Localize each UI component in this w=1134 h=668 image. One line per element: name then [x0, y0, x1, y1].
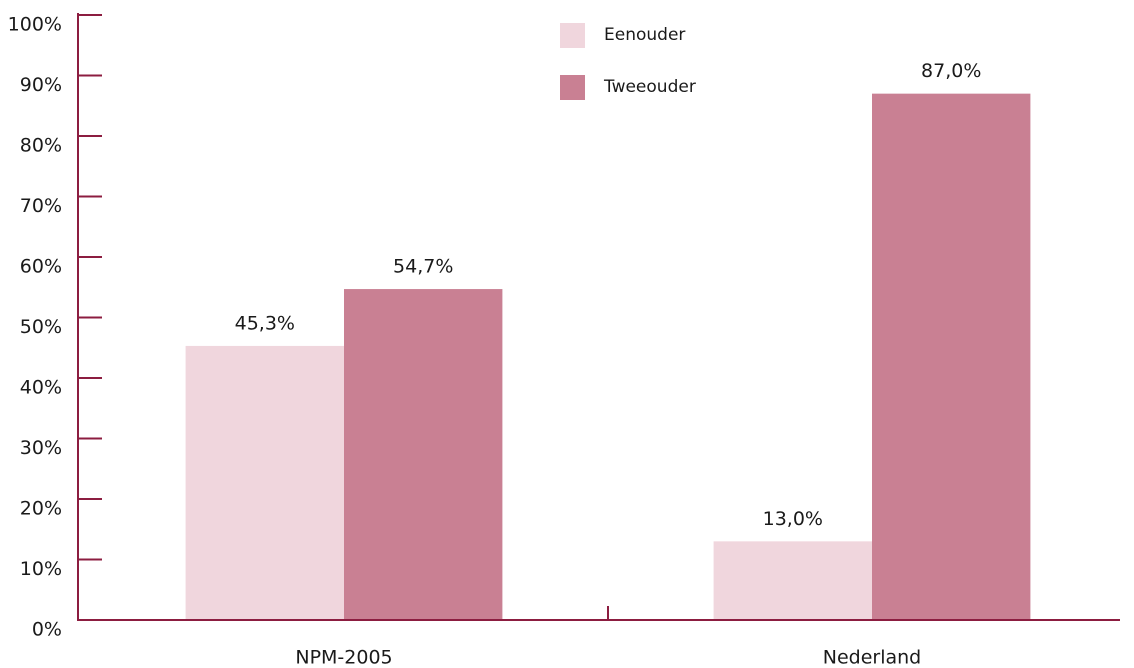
x-tick-label: Nederland — [823, 647, 922, 668]
y-tick-label: 10% — [20, 558, 62, 580]
bar — [185, 345, 344, 620]
y-tick-label: 90% — [20, 74, 62, 96]
value-label: 45,3% — [235, 312, 295, 334]
legend-label: Tweeouder — [603, 77, 696, 97]
y-tick-label: 70% — [20, 195, 62, 217]
y-tick-label: 20% — [20, 498, 62, 520]
y-tick-label: 30% — [20, 437, 62, 459]
bar — [344, 289, 503, 620]
y-tick-label: 80% — [20, 135, 62, 157]
legend-label: Eenouder — [604, 25, 685, 45]
y-tick-label: 40% — [20, 377, 62, 399]
y-tick-label: 60% — [20, 256, 62, 278]
legend-swatch — [560, 23, 585, 48]
bar — [872, 93, 1031, 620]
y-tick-label: 0% — [32, 619, 62, 641]
legend-swatch — [560, 75, 585, 100]
x-tick-label: NPM-2005 — [295, 647, 392, 668]
y-tick-label: 50% — [20, 316, 62, 338]
value-label: 87,0% — [921, 60, 981, 82]
bar — [713, 541, 872, 620]
y-tick-label: 100% — [8, 14, 62, 36]
value-label: 13,0% — [763, 508, 823, 530]
value-label: 54,7% — [393, 256, 453, 278]
